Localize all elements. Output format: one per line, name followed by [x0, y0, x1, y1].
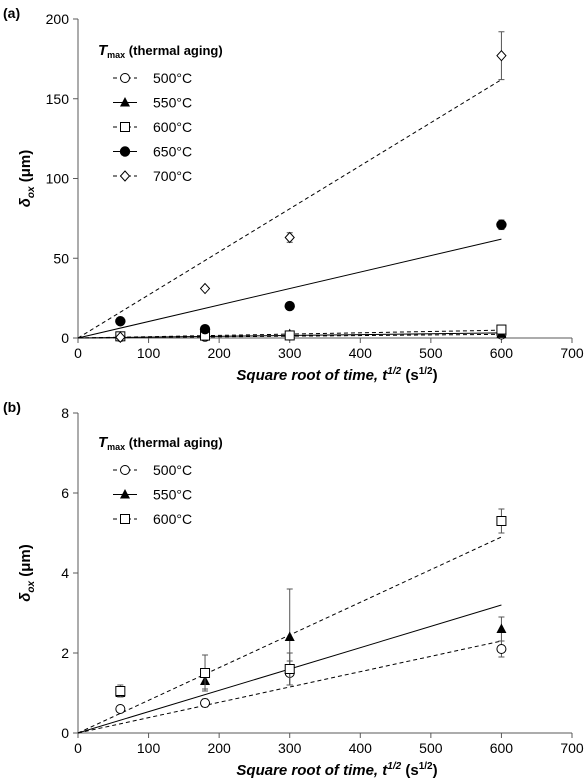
x-tick-label: 200: [207, 345, 231, 361]
legend-marker: [120, 73, 130, 83]
x-tick-label: 400: [349, 740, 373, 756]
panel-label: (b): [3, 399, 21, 415]
y-tick-label: 8: [61, 405, 69, 421]
legend-title: Tmax (thermal aging): [98, 434, 223, 452]
data-point: [200, 698, 211, 708]
y-tick-label: 50: [53, 250, 69, 266]
legend-marker: [120, 122, 130, 132]
legend-label: 700°C: [153, 168, 192, 184]
legend: Tmax (thermal aging) 500°C 550°C 600°C 650°C…: [98, 42, 223, 184]
legend-marker: [119, 170, 131, 182]
x-tick-label: 400: [349, 345, 373, 361]
legend-marker: [120, 97, 130, 107]
legend-label: 550°C: [153, 487, 192, 503]
x-tick-label: 600: [490, 740, 514, 756]
x-tick-label: 700: [560, 345, 584, 361]
y-tick-label: 0: [61, 330, 69, 346]
fit-line-500c: [77, 640, 502, 734]
legend-marker: [119, 146, 131, 157]
series-650c: [115, 219, 507, 335]
data-point: [115, 686, 126, 696]
legend-marker: [120, 465, 130, 475]
data-point: [284, 631, 295, 641]
data-point: [496, 324, 507, 335]
chart-panel-a: (a) 0 100 200 300 400 500 600 700 0 50 100 150 200 Squ…: [3, 5, 584, 384]
y-tick-label: 200: [46, 11, 70, 27]
data-point: [200, 668, 211, 678]
x-tick-label: 300: [278, 345, 302, 361]
y-tick-label: 6: [61, 485, 69, 501]
y-tick-label: 0: [61, 725, 69, 741]
data-point: [496, 644, 507, 654]
x-axis-label: Square root of time, t1/2 (s1/2): [236, 366, 437, 384]
y-tick-label: 150: [46, 91, 70, 107]
x-tick-label: 300: [278, 740, 302, 756]
x-tick-label: 200: [207, 740, 231, 756]
legend-label: 650°C: [153, 144, 192, 160]
series-700c: [115, 31, 507, 343]
panel-label: (a): [3, 5, 20, 21]
data-point: [284, 300, 295, 312]
data-point: [284, 231, 295, 244]
data-point: [496, 623, 507, 633]
y-tick-label: 2: [61, 645, 69, 661]
y-tick-label: 100: [46, 171, 70, 187]
x-tick-label: 100: [137, 740, 161, 756]
legend-label: 500°C: [153, 70, 192, 86]
fit-line-700c: [77, 79, 502, 339]
data-point: [115, 704, 126, 714]
legend-marker: [120, 489, 130, 499]
data-point: [115, 316, 126, 327]
data-point: [199, 324, 211, 335]
data-point: [496, 219, 507, 230]
x-tick-label: 700: [560, 740, 584, 756]
series-550c: [115, 588, 507, 698]
legend-marker: [120, 514, 130, 524]
legend-label: 550°C: [153, 95, 192, 111]
legend-title: Tmax (thermal aging): [98, 42, 223, 60]
series-500c: [115, 640, 507, 714]
chart-panel-b: (b) 0 100 200 300 400 500 600 700 0 2 4 6 8 Square roo…: [3, 399, 584, 779]
x-axis-label: Square root of time, t1/2 (s1/2): [236, 761, 437, 779]
x-tick-label: 600: [490, 345, 514, 361]
data-point: [115, 331, 126, 343]
x-tick-label: 500: [419, 345, 443, 361]
x-tick-label: 0: [74, 740, 82, 756]
x-tick-label: 500: [419, 740, 443, 756]
series-550c: [115, 328, 507, 341]
data-point: [284, 330, 295, 341]
legend: Tmax (thermal aging) 500°C 550°C 600°C: [98, 434, 223, 527]
y-axis-label: δox (μm): [17, 544, 37, 602]
data-point: [284, 664, 295, 674]
legend-label: 600°C: [153, 119, 192, 135]
x-tick-label: 0: [74, 345, 82, 361]
data-point: [496, 516, 507, 526]
y-tick-label: 4: [61, 565, 69, 581]
y-axis-label: δox (μm): [17, 150, 37, 208]
fit-line-650c: [77, 238, 502, 339]
legend-label: 500°C: [153, 462, 192, 478]
legend-label: 600°C: [153, 511, 192, 527]
data-point: [199, 282, 211, 295]
data-point: [496, 49, 507, 62]
series-600c: [115, 508, 507, 698]
x-tick-label: 100: [137, 345, 161, 361]
